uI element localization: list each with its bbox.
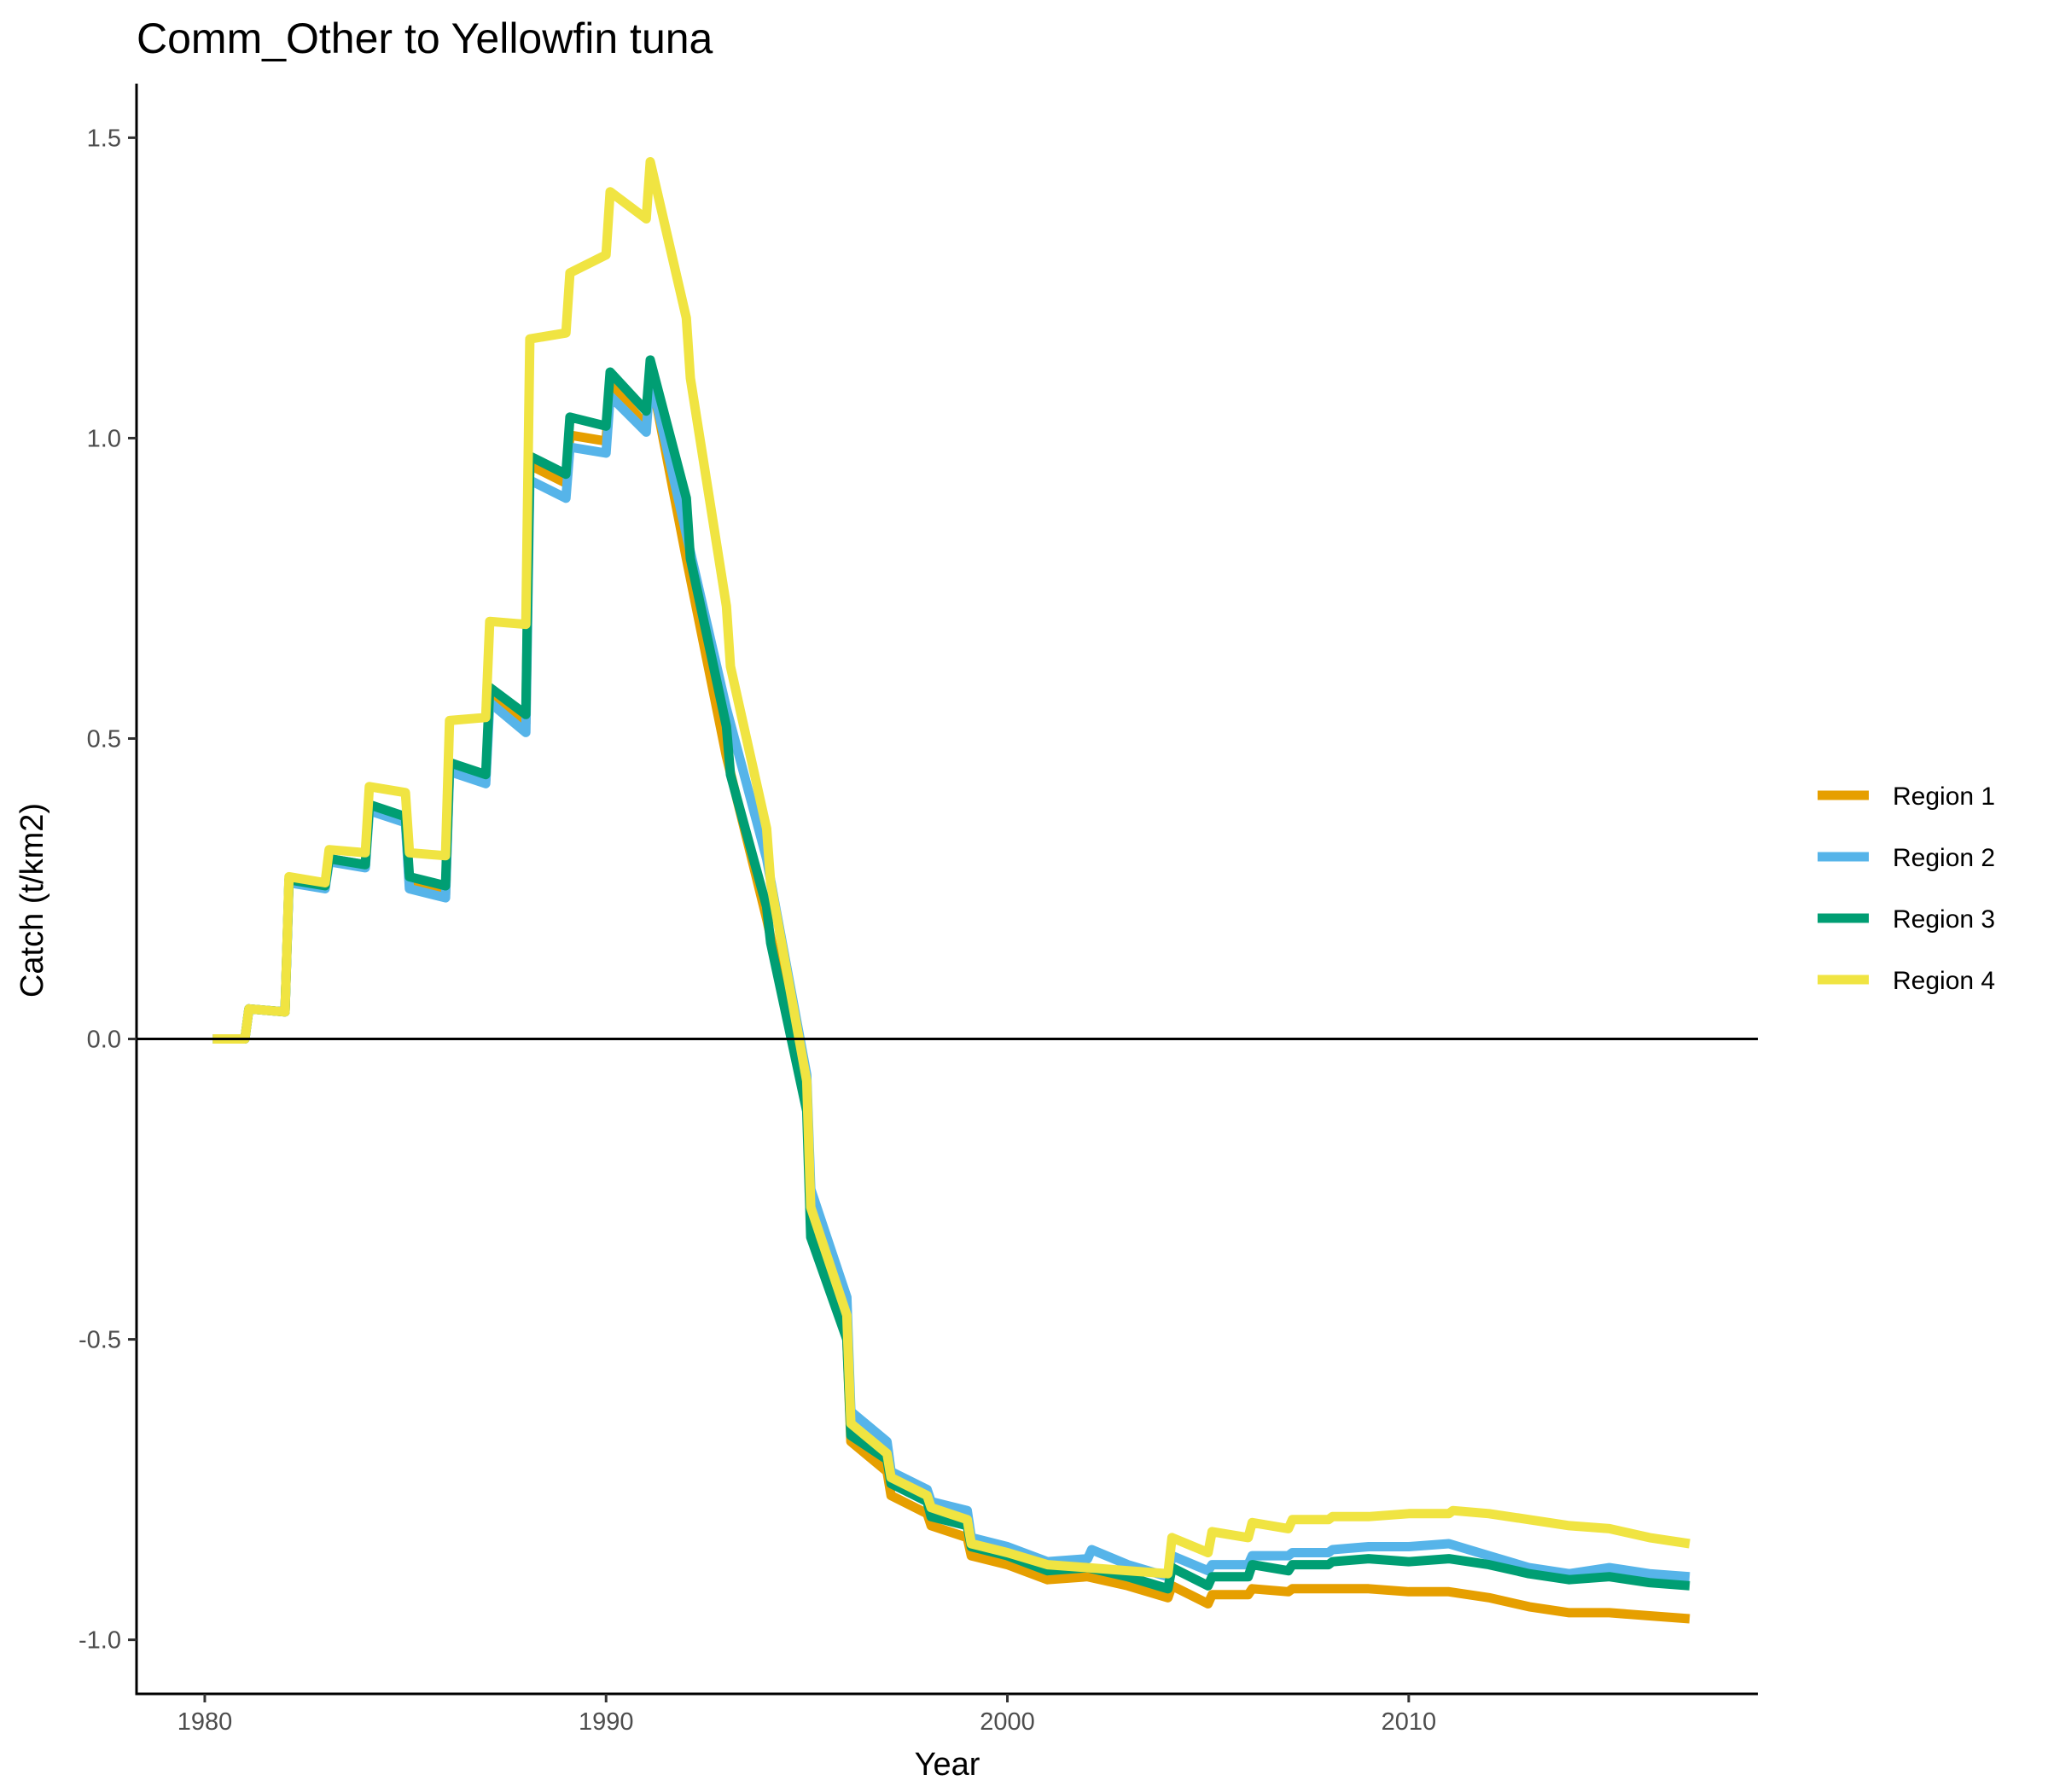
y-tick-label-1-0: 1.0	[87, 425, 121, 452]
chart-title: Comm_Other to Yellowfin tuna	[137, 15, 713, 62]
series-line-region-4	[212, 157, 1690, 1579]
y-tick-label-0-5: -0.5	[79, 1327, 121, 1354]
x-axis-ticks: 1980 1990 2000 2010	[177, 1694, 1436, 1736]
series-layer	[212, 157, 1690, 1624]
y-tick-label-1-5: 1.5	[87, 125, 121, 152]
legend-label-region-2: Region 2	[1893, 844, 1995, 872]
y-axis-ticks: 1.5 1.0 0.5 0.0 -0.5 -1.0	[79, 125, 137, 1655]
y-tick-label-0-5: 0.5	[87, 725, 121, 753]
x-tick-label-2010: 2010	[1382, 1708, 1437, 1736]
x-tick-label-1990: 1990	[579, 1708, 634, 1736]
legend-label-region-4: Region 4	[1893, 967, 1995, 995]
legend-label-region-3: Region 3	[1893, 905, 1995, 934]
y-tick-label-0-0: 0.0	[87, 1027, 121, 1054]
y-axis-title: Catch (t/km2)	[15, 803, 50, 998]
series-line-region-3	[212, 355, 1690, 1594]
x-tick-label-2000: 2000	[980, 1708, 1035, 1736]
plot-area	[137, 157, 1758, 1624]
y-tick-label-1-0: -1.0	[79, 1627, 121, 1655]
legend-label-region-1: Region 1	[1893, 783, 1995, 811]
x-axis-title: Year	[915, 1747, 980, 1783]
legend: Region 1 Region 2 Region 3 Region 4	[1818, 783, 1995, 995]
x-tick-label-1980: 1980	[177, 1708, 233, 1736]
axes: 1.5 1.0 0.5 0.0 -0.5 -1.0 1980 1990 2000 2010	[79, 84, 1758, 1736]
